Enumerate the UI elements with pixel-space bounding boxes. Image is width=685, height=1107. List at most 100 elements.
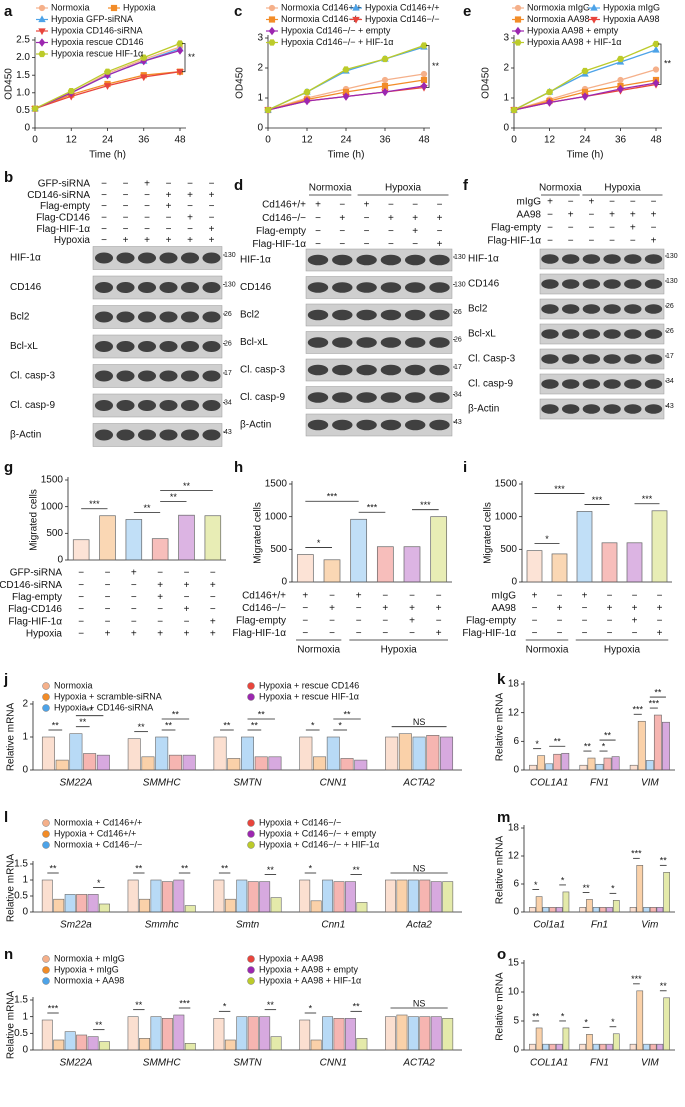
- legend-label: Normoxia AA98: [527, 14, 590, 24]
- condition-sign: +: [210, 616, 216, 627]
- legend-marker: [247, 682, 255, 690]
- bar: [69, 733, 83, 771]
- condition-sign: −: [364, 213, 370, 224]
- blot-band: [429, 392, 450, 403]
- header-label: Hypoxia: [385, 183, 422, 194]
- condition-label: Cd146+/+: [242, 591, 286, 602]
- blot-band: [562, 304, 580, 314]
- marker: [420, 42, 428, 49]
- blot-band: [356, 309, 377, 321]
- blot-strip: [305, 386, 453, 409]
- blot-band: [332, 419, 353, 431]
- legend-label: Normoxia mIgG: [527, 2, 590, 12]
- mw-label: 43: [224, 429, 232, 436]
- blot-band: [582, 254, 601, 264]
- legend-label: Hypoxia AA98: [603, 14, 660, 24]
- y-axis-label: Relative mRNA: [495, 836, 506, 905]
- y-tick-label: 2: [22, 699, 28, 710]
- condition-sign: −: [607, 628, 613, 639]
- condition-label: mIgG: [517, 197, 542, 208]
- y-tick-label: 18: [508, 823, 520, 834]
- condition-sign: −: [532, 616, 538, 627]
- blot-band: [94, 370, 114, 382]
- condition-sign: −: [412, 239, 418, 250]
- legend-label: Hypoxia + Cd146−/−: [259, 817, 341, 827]
- blot-strip: [92, 305, 223, 329]
- condition-sign: +: [144, 235, 150, 246]
- condition-sign: +: [131, 629, 137, 640]
- condition-label: Cd146−/−: [242, 603, 286, 614]
- condition-sign: −: [532, 603, 538, 614]
- blot-band: [356, 364, 377, 376]
- significance-label: *: [545, 534, 549, 544]
- blot-band: [562, 404, 580, 414]
- blot-band: [404, 419, 426, 431]
- blot-band: [429, 254, 450, 266]
- bar: [629, 764, 638, 771]
- y-tick-label: 10: [508, 987, 520, 998]
- blot-strip: [92, 275, 223, 300]
- bar: [595, 763, 604, 771]
- blot-band: [562, 254, 580, 264]
- significance-label: ***: [327, 492, 338, 502]
- y-tick-label: 0.5: [16, 105, 30, 116]
- bar: [41, 736, 55, 771]
- blot-band: [380, 309, 402, 321]
- blot-strip: [539, 348, 665, 370]
- y-tick-label: 2.5: [16, 35, 30, 46]
- condition-sign: −: [101, 235, 107, 246]
- bar: [385, 736, 399, 771]
- condition-sign: −: [651, 197, 657, 208]
- bar: [662, 721, 670, 771]
- bar: [213, 879, 225, 913]
- bar: [99, 515, 116, 561]
- blot-band: [180, 281, 200, 294]
- mw-label: 34: [454, 391, 462, 398]
- condition-sign: −: [568, 223, 574, 234]
- y-tick-label: 0: [513, 907, 519, 918]
- significance-label: ***: [420, 500, 431, 510]
- bar: [645, 760, 654, 771]
- condition-sign: −: [557, 616, 563, 627]
- condition-sign: −: [547, 236, 553, 247]
- bar: [99, 1041, 110, 1051]
- condition-sign: −: [382, 591, 388, 602]
- condition-sign: −: [315, 213, 321, 224]
- condition-sign: −: [78, 580, 84, 591]
- bar: [555, 1043, 563, 1051]
- bar: [326, 736, 340, 771]
- condition-label: Flag-HIF-1α: [487, 236, 541, 247]
- blot-band: [116, 281, 135, 294]
- mw-label: 26: [454, 336, 462, 343]
- legend-label: Hypoxia + AA98 + empty: [259, 964, 359, 974]
- bar: [247, 1016, 259, 1051]
- condition-sign: +: [157, 580, 163, 591]
- bar: [204, 515, 222, 561]
- significance-label: **: [50, 863, 58, 873]
- condition-sign: +: [557, 603, 563, 614]
- band-label: CD146: [10, 282, 42, 293]
- bar: [656, 1043, 664, 1051]
- marker: [546, 98, 553, 107]
- panel-letter: d: [234, 177, 243, 194]
- condition-sign: −: [547, 223, 553, 234]
- y-axis-label: Relative mRNA: [6, 854, 17, 923]
- blot-band: [541, 404, 559, 414]
- x-tick-label: Col1a1: [533, 920, 565, 931]
- x-tick-label: 48: [650, 135, 662, 146]
- blot-band: [603, 279, 621, 289]
- condition-sign: +: [157, 629, 163, 640]
- blot-band: [562, 329, 580, 339]
- bar: [430, 516, 448, 583]
- bar: [213, 736, 227, 771]
- significance-label: **: [267, 865, 275, 875]
- blot-band: [429, 419, 450, 431]
- bar: [155, 736, 169, 771]
- blot-band: [603, 254, 621, 264]
- bar: [549, 1043, 556, 1051]
- x-tick-label: SMTN: [233, 1058, 262, 1069]
- bar: [236, 879, 248, 913]
- blot-band: [94, 340, 114, 353]
- significance-label: NS: [413, 717, 426, 727]
- legend-marker: [247, 966, 255, 974]
